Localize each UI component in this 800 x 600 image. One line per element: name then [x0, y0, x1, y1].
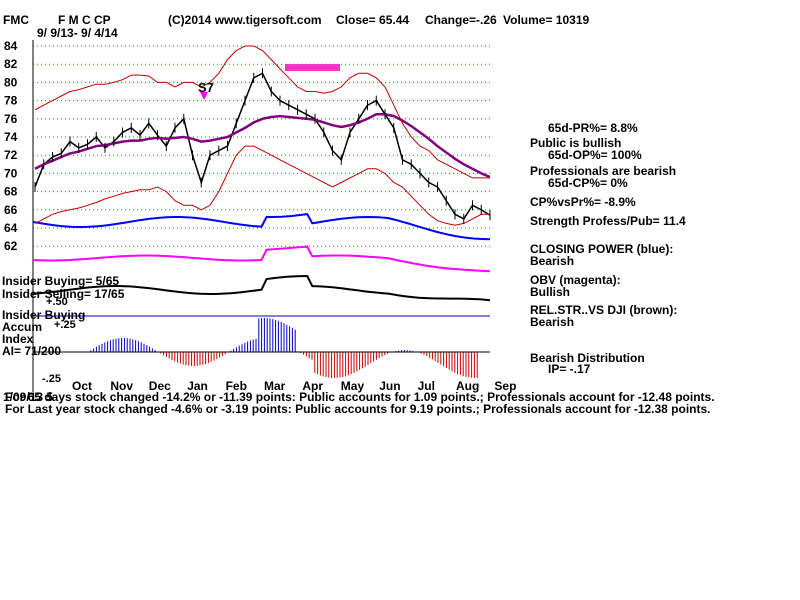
footer-overlap: 1/09/13 5 [3, 390, 54, 404]
signal-arrow [200, 92, 208, 100]
insider-buying-count: Insider Buying= 5/65 [2, 274, 120, 288]
annotation-marks [200, 64, 340, 100]
distribution-title: Bearish Distribution [530, 351, 645, 365]
y-tick-label: 66 [4, 203, 18, 217]
footer-line-2: For Last year stock changed -4.6% or -3.… [5, 402, 711, 416]
y-tick-label: 72 [4, 148, 18, 162]
obv-title: OBV (magenta): [530, 273, 621, 287]
accumulation-histogram [33, 318, 490, 378]
x-tick-label: Apr [302, 379, 323, 393]
y-tick-label: 80 [4, 75, 18, 89]
y-tick-label: 68 [4, 185, 18, 199]
volume-value: Volume= 10319 [503, 13, 590, 27]
y-tick-label: 84 [4, 39, 18, 53]
cpvspr-stat: CP%vsPr%= -8.9% [530, 195, 636, 209]
ai-value: AI= 71/200 [2, 344, 62, 358]
signal-label: S7 [198, 80, 214, 95]
x-tick-label: Oct [72, 379, 92, 393]
accum-label: Accum [2, 320, 43, 334]
y-tick-label: 64 [4, 221, 18, 235]
x-tick-label: Aug [456, 379, 479, 393]
index-label: Index [2, 332, 34, 346]
copyright-text: (C)2014 www.tigersoft.com [168, 13, 322, 27]
footer-line-1: For 65 days stock changed -14.2% or -11.… [5, 390, 715, 404]
closing-power-value: Bearish [530, 254, 575, 268]
accum-minus25: -.25 [42, 373, 61, 385]
y-tick-label: 74 [4, 130, 18, 144]
y-axis-ticks: 84 82 80 78 76 74 72 70 68 66 64 62 [4, 39, 18, 253]
indicator-lines [32, 213, 491, 317]
pr-stat: 65d-PR%= 8.8% [548, 121, 638, 135]
obv-value: Bullish [530, 285, 571, 299]
relstr-title: REL.STR..VS DJI (brown): [530, 303, 678, 317]
x-tick-label: Feb [226, 379, 247, 393]
change-value: Change=-.26 [425, 13, 497, 27]
ticker-label: FMC [3, 13, 29, 27]
lower-band-line [34, 145, 490, 226]
y-tick-label: 62 [4, 239, 18, 253]
x-tick-label: Jun [379, 379, 400, 393]
x-tick-label: Nov [110, 379, 133, 393]
accum-plus25: +.25 [54, 319, 76, 331]
public-status: Public is bullish [530, 136, 622, 150]
x-axis-ticks: Oct Nov Dec Jan Feb Mar Apr May Jun Jul Aug Sep [72, 379, 516, 393]
accum-plus50: +.50 [46, 296, 68, 308]
relstr-value: Bearish [530, 315, 575, 329]
x-tick-label: Jan [187, 379, 208, 393]
moving-average-line [34, 113, 491, 179]
x-tick-label: May [341, 379, 365, 393]
insider-selling-count: Insider Selling= 17/65 [2, 287, 125, 301]
op-stat: 65d-OP%= 100% [548, 148, 642, 162]
y-tick-label: 78 [4, 94, 18, 108]
strength-stat: Strength Profess/Pub= 11.4 [530, 214, 686, 228]
x-tick-label: Jul [418, 379, 435, 393]
upper-band-line [34, 45, 490, 179]
closing-power-line [32, 213, 491, 241]
y-tick-label: 70 [4, 166, 18, 180]
cp-stat: 65d-CP%= 0% [548, 176, 628, 190]
obv-line [32, 245, 491, 273]
insider-buying-label: Insider Buying [2, 308, 86, 322]
date-range: 9/ 9/13- 9/ 4/14 [37, 26, 118, 40]
magenta-resistance-bar [285, 64, 340, 71]
x-tick-label: Mar [264, 379, 286, 393]
price-series [34, 45, 491, 226]
x-tick-label: Dec [149, 379, 171, 393]
ip-value: IP= -.17 [548, 362, 591, 376]
y-tick-label: 76 [4, 112, 18, 126]
y-tick-label: 82 [4, 57, 18, 71]
professionals-status: Professionals are bearish [530, 164, 677, 178]
relative-strength-line [32, 274, 491, 302]
closing-power-title: CLOSING POWER (blue): [530, 242, 674, 256]
x-tick-label: Sep [494, 379, 516, 393]
close-value: Close= 65.44 [336, 13, 410, 27]
company-name: F M C CP [58, 13, 111, 27]
